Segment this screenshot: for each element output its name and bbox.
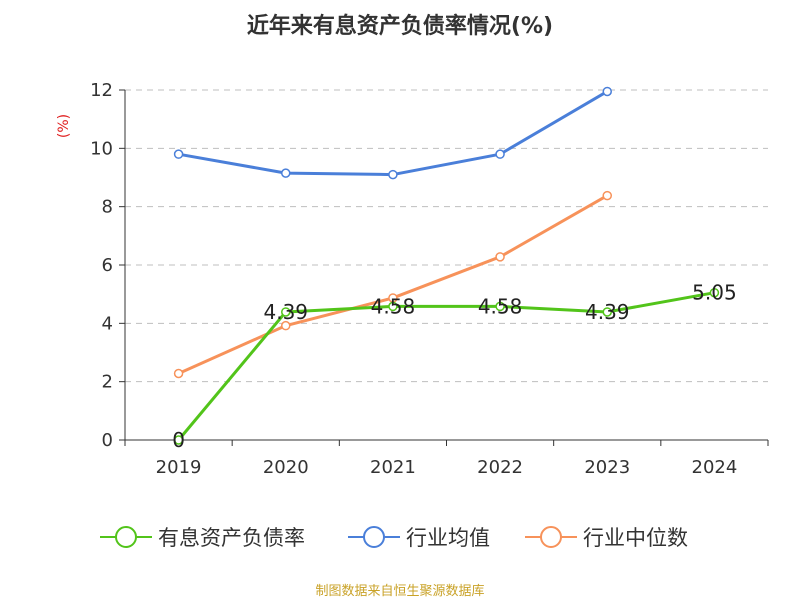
x-tick-label: 2022 — [477, 457, 523, 478]
y-tick-label: 6 — [102, 255, 113, 276]
data-point — [602, 190, 612, 201]
data-label: 4.58 — [371, 294, 416, 318]
axes: 0 2 4 6 8 10 12 2019 2020 2021 2022 2023 2024 — [90, 80, 769, 478]
series-line — [178, 90, 609, 177]
legend-item-0[interactable]: 有息资产负债率 — [100, 526, 305, 550]
data-label: 4.58 — [478, 294, 523, 318]
y-tick-label: 2 — [102, 372, 113, 393]
series-layer: 0 4.39 4.58 4.58 4.39 5.05 — [172, 86, 737, 452]
data-label: 0 — [172, 428, 185, 452]
series-industry-median — [173, 190, 612, 379]
x-tick-label: 2024 — [692, 457, 738, 478]
legend-item-1[interactable]: 行业均值 — [348, 526, 490, 550]
data-point — [602, 307, 612, 317]
data-point — [281, 320, 291, 331]
y-axis-unit-label: (%) — [56, 114, 72, 138]
legend-label: 行业均值 — [406, 526, 490, 550]
x-tick-label: 2019 — [156, 457, 202, 478]
grid-lines — [125, 89, 768, 383]
data-label: 5.05 — [692, 281, 737, 305]
y-tick-label: 4 — [102, 313, 113, 334]
legend-marker-icon — [363, 526, 385, 548]
legend-label: 行业中位数 — [583, 526, 688, 550]
legend[interactable]: 有息资产负债率 行业均值 行业中位数 — [100, 526, 688, 550]
series-line — [177, 291, 715, 441]
data-label: 4.39 — [263, 300, 308, 324]
data-point — [281, 168, 291, 178]
x-tick-label: 2023 — [584, 457, 630, 478]
data-point — [709, 287, 720, 298]
data-point — [281, 307, 291, 317]
series-line — [177, 194, 608, 375]
y-tick-label: 8 — [102, 197, 113, 218]
data-point — [388, 169, 398, 180]
data-point — [388, 301, 398, 312]
data-point — [495, 149, 505, 159]
data-point — [173, 149, 184, 159]
data-label: 4.39 — [585, 300, 630, 324]
series-main: 0 4.39 4.58 4.58 4.39 5.05 — [172, 281, 736, 452]
data-point — [602, 86, 612, 97]
data-point — [173, 368, 184, 379]
series-industry-mean — [173, 86, 612, 180]
legend-marker-icon — [115, 526, 137, 548]
x-tick-label: 2020 — [263, 457, 309, 478]
y-tick-label: 12 — [90, 80, 113, 101]
legend-item-2[interactable]: 行业中位数 — [525, 526, 688, 550]
y-tick-label: 0 — [102, 430, 113, 451]
chart-title: 近年来有息资产负债率情况(%) — [246, 14, 554, 39]
data-point — [495, 252, 505, 262]
y-tick-label: 10 — [90, 138, 113, 159]
legend-label: 有息资产负债率 — [158, 526, 305, 550]
data-point — [495, 301, 505, 312]
source-note: 制图数据来自恒生聚源数据库 — [315, 584, 485, 599]
legend-marker-icon — [540, 526, 562, 548]
x-tick-label: 2021 — [370, 457, 416, 478]
data-point — [173, 435, 184, 445]
